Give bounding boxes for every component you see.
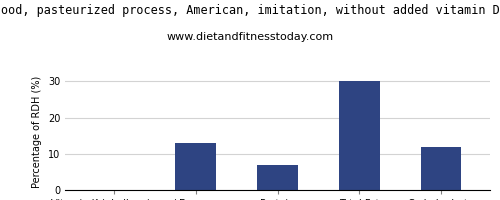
Bar — [257, 165, 298, 190]
Text: www.dietandfitnesstoday.com: www.dietandfitnesstoday.com — [166, 32, 334, 42]
Text: ood, pasteurized process, American, imitation, without added vitamin D: ood, pasteurized process, American, imit… — [0, 4, 500, 17]
Bar — [176, 143, 216, 190]
Y-axis label: Percentage of RDH (%): Percentage of RDH (%) — [32, 76, 42, 188]
Bar — [339, 81, 380, 190]
Bar — [420, 146, 462, 190]
